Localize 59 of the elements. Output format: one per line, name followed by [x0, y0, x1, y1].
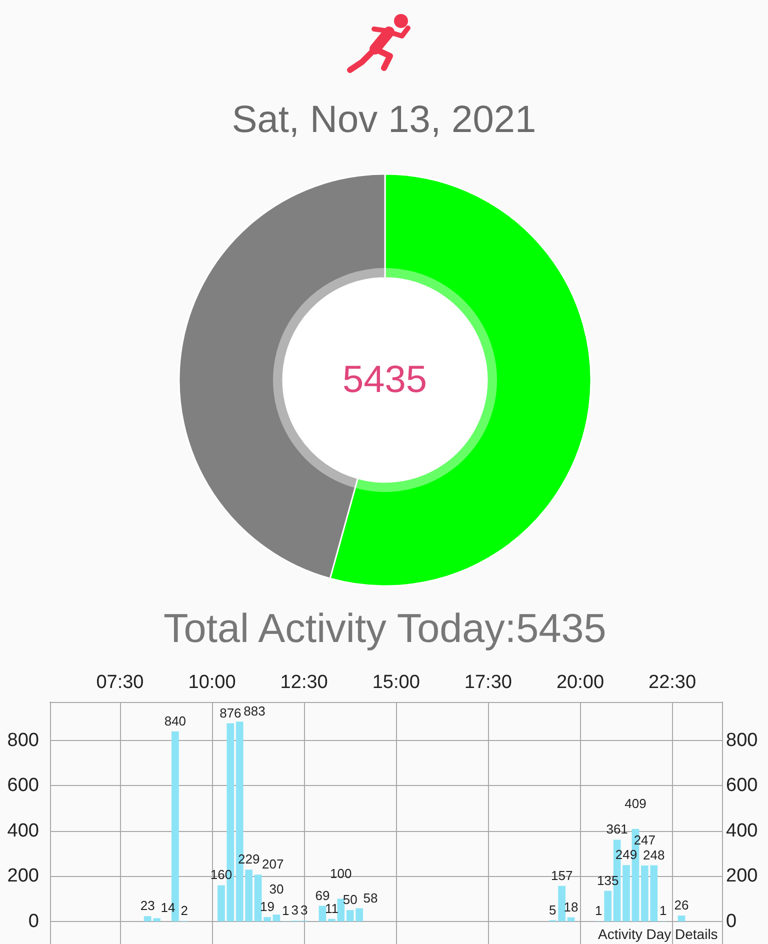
y2-tick-label: 400: [726, 820, 758, 842]
bar: [254, 874, 262, 922]
data-label: 135: [597, 872, 619, 888]
data-label: 883: [244, 704, 266, 719]
bar: [622, 865, 630, 922]
x-tick-label: 15:00: [372, 672, 420, 693]
y-tick-label: 600: [7, 775, 39, 796]
data-label: 248: [643, 847, 665, 862]
data-label: 69: [315, 888, 330, 903]
data-label: 247: [634, 832, 656, 848]
data-label: 249: [615, 847, 638, 862]
y2-tick-label: 800: [726, 730, 758, 751]
data-label: 1: [659, 903, 667, 918]
text: 5435: [342, 358, 428, 402]
data-label: 409: [624, 796, 646, 811]
y2-tick-label: 0: [726, 910, 737, 932]
data-label: 58: [363, 890, 378, 906]
data-label: 2: [180, 902, 188, 918]
data-label: 5: [549, 902, 556, 918]
x-tick-label: 17:30: [464, 672, 512, 693]
data-label: 23: [140, 898, 155, 914]
text: Total Activity Today:5435: [164, 604, 606, 652]
annotation: Activity Day Details: [598, 926, 718, 942]
data-label: 157: [550, 868, 573, 883]
bar: [678, 916, 686, 922]
y-tick-label: 400: [7, 820, 39, 842]
data-label: 160: [210, 867, 232, 882]
bar: [272, 914, 280, 922]
data-label: 207: [262, 856, 284, 872]
data-label: 1: [595, 903, 602, 918]
y-tick-label: 800: [7, 730, 39, 751]
data-label: 26: [674, 898, 689, 913]
data-label: 14: [160, 900, 176, 916]
y2-tick-label: 200: [726, 866, 758, 887]
x-tick-label: 20:00: [556, 672, 604, 693]
data-label: 30: [269, 882, 284, 897]
data-label: 3: [291, 902, 298, 918]
data-label: 361: [606, 822, 628, 837]
chart-title: Sat, Nov 13, 2021: [232, 99, 536, 141]
y-tick-label: 200: [7, 866, 39, 887]
data-label: 1: [282, 903, 290, 918]
data-label: 840: [164, 713, 186, 728]
bar: [264, 917, 271, 922]
data-label: 50: [342, 892, 358, 908]
data-label: 100: [330, 866, 352, 881]
x-tick-label: 10:00: [188, 672, 236, 693]
bar: [318, 906, 326, 922]
data-label: 3: [300, 902, 308, 918]
data-label: 18: [564, 899, 578, 914]
y-tick-label: 0: [28, 910, 39, 932]
data-label: 229: [238, 852, 260, 867]
data-label: 19: [260, 899, 274, 914]
data-label: 876: [220, 705, 242, 720]
x-tick-label: 22:30: [648, 672, 696, 693]
y2-tick-label: 600: [726, 775, 758, 796]
x-tick-label: 12:30: [280, 672, 328, 693]
data-label: 11: [324, 900, 338, 916]
bar: [567, 917, 575, 922]
x-tick-label: 07:30: [96, 672, 144, 693]
